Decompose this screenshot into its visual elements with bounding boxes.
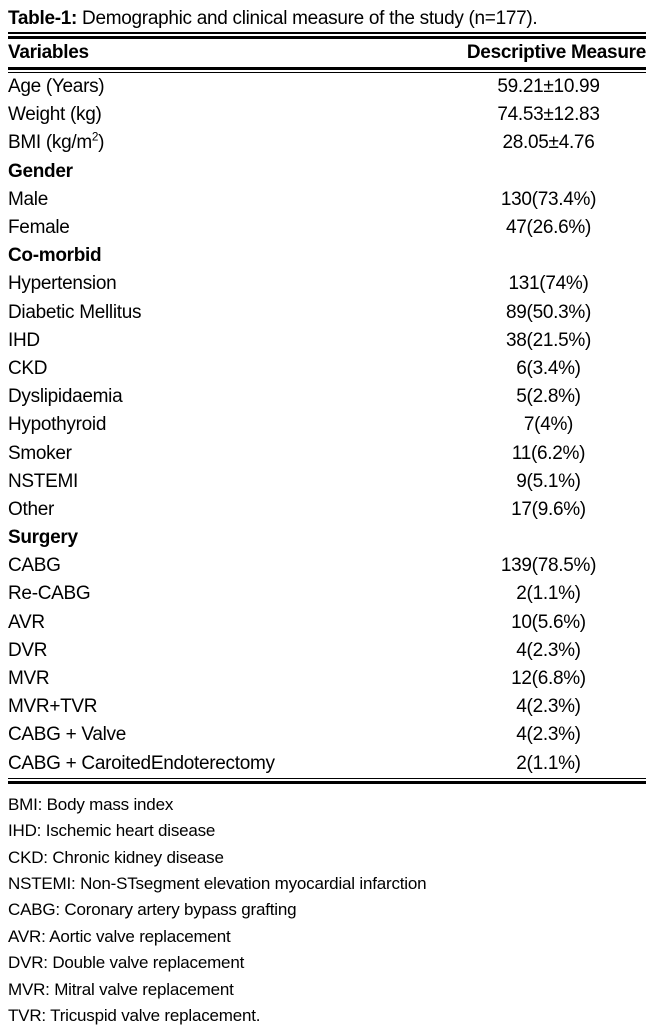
table-row: MVR 12(6.8%) xyxy=(8,665,646,693)
variable-cell: Weight (kg) xyxy=(8,104,102,126)
value-cell: 2(1.1%) xyxy=(516,583,581,605)
value-cell: 74.53±12.83 xyxy=(497,104,600,126)
table-body: Age (Years) 59.21±10.99 Weight (kg) 74.53±1… xyxy=(8,73,646,778)
variable-cell: Hypertension xyxy=(8,273,117,295)
column-header-descriptive-measure: Descriptive Measure xyxy=(466,42,646,63)
table-row: Weight (kg) 74.53±12.83 xyxy=(8,101,646,129)
table-row: NSTEMI 9(5.1%) xyxy=(8,468,646,496)
variable-cell: MVR+TVR xyxy=(8,696,98,718)
table-row: Diabetic Mellitus 89(50.3%) xyxy=(8,299,646,327)
value-cell: 7(4%) xyxy=(523,414,574,436)
footnote-line: TVR: Tricuspid valve replacement. xyxy=(8,1005,261,1025)
section-row: Co-morbid xyxy=(8,242,646,270)
table-row: MVR+TVR 4(2.3%) xyxy=(8,693,646,721)
variable-cell: AVR xyxy=(8,611,45,633)
value-cell: 38(21.5%) xyxy=(506,329,591,351)
table-row: DVR 4(2.3%) xyxy=(8,637,646,665)
table-title-label: Table-1: xyxy=(8,8,78,29)
variable-cell: Gender xyxy=(8,160,73,182)
table-row: Smoker 11(6.2%) xyxy=(8,439,646,467)
bottom-rule xyxy=(8,777,646,784)
table-row: Other 17(9.6%) xyxy=(8,496,646,524)
table-header: Variables Descriptive Measure xyxy=(8,39,646,67)
variable-cell: NSTEMI xyxy=(8,470,78,492)
variable-cell: CABG + Valve xyxy=(8,724,127,746)
table-row: IHD 38(21.5%) xyxy=(8,327,646,355)
top-rule xyxy=(8,32,646,39)
value-cell: 2(1.1%) xyxy=(516,752,581,774)
table-row: Age (Years) 59.21±10.99 xyxy=(8,73,646,101)
variable-cell: IHD xyxy=(8,329,40,351)
value-cell: 6(3.4%) xyxy=(516,357,581,379)
variable-cell: Re-CABG xyxy=(8,583,91,605)
value-cell: 4(2.3%) xyxy=(516,639,581,661)
variable-cell: DVR xyxy=(8,639,48,661)
footnote-line: DVR: Double valve replacement xyxy=(8,953,245,973)
value-cell: 9(5.1%) xyxy=(516,470,581,492)
value-cell: 47(26.6%) xyxy=(506,217,591,239)
value-cell: 139(78.5%) xyxy=(500,555,597,577)
value-cell: 17(9.6%) xyxy=(511,498,586,520)
value-cell: 4(2.3%) xyxy=(516,696,581,718)
footnotes: BMI: Body mass index IHD: Ischemic heart … xyxy=(8,792,646,1030)
table-row: Male 130(73.4%) xyxy=(8,186,646,214)
footnote-line: IHD: Ischemic heart disease xyxy=(8,821,216,841)
value-cell: 4(2.3%) xyxy=(516,724,581,746)
variable-cell: MVR xyxy=(8,668,50,690)
table-row: Dyslipidaemia 5(2.8%) xyxy=(8,383,646,411)
table-row: BMI (kg/m2) 28.05±4.76 xyxy=(8,129,646,157)
footnote-line: AVR: Aortic valve replacement xyxy=(8,926,231,946)
variable-cell: Diabetic Mellitus xyxy=(8,301,142,323)
variable-cell: Surgery xyxy=(8,527,78,549)
table-title-text: Demographic and clinical measure of the … xyxy=(82,8,538,29)
variable-cell: BMI (kg/m2) xyxy=(8,131,105,154)
value-cell: 12(6.8%) xyxy=(511,668,586,690)
value-cell: 5(2.8%) xyxy=(516,386,581,408)
variable-cell: Hypothyroid xyxy=(8,414,107,436)
table-row: CKD 6(3.4%) xyxy=(8,355,646,383)
value-cell: 131(74%) xyxy=(508,273,589,295)
footnote-line: CKD: Chronic kidney disease xyxy=(8,847,224,867)
table-title: Table-1: Demographic and clinical measure… xyxy=(8,6,646,32)
footnote-line: CABG: Coronary artery bypass grafting xyxy=(8,900,297,920)
variable-cell: CKD xyxy=(8,357,48,379)
section-row: Surgery xyxy=(8,524,646,552)
variable-cell: Dyslipidaemia xyxy=(8,386,123,408)
variable-cell: Male xyxy=(8,188,48,210)
variable-cell: Female xyxy=(8,217,70,239)
value-cell: 130(73.4%) xyxy=(500,188,597,210)
value-cell: 89(50.3%) xyxy=(506,301,591,323)
footnote-line: NSTEMI: Non-STsegment elevation myocardi… xyxy=(8,873,427,893)
header-rule xyxy=(8,67,646,73)
variable-cell: CABG xyxy=(8,555,61,577)
variable-cell: Other xyxy=(8,498,55,520)
section-row: Gender xyxy=(8,158,646,186)
variable-cell: Age (Years) xyxy=(8,76,105,98)
footnote-line: MVR: Mitral valve replacement xyxy=(8,979,234,999)
table-row: Hypothyroid 7(4%) xyxy=(8,411,646,439)
table-row: Re-CABG 2(1.1%) xyxy=(8,580,646,608)
value-cell: 10(5.6%) xyxy=(511,611,586,633)
table-row: Female 47(26.6%) xyxy=(8,214,646,242)
variable-cell: Co-morbid xyxy=(8,245,102,267)
value-cell: 28.05±4.76 xyxy=(502,132,595,154)
value-cell: 11(6.2%) xyxy=(511,442,586,464)
value-cell: 59.21±10.99 xyxy=(497,76,600,98)
table-row: CABG + Valve 4(2.3%) xyxy=(8,721,646,749)
variable-cell: Smoker xyxy=(8,442,72,464)
table-row: Hypertension 131(74%) xyxy=(8,270,646,298)
footnote-line: BMI: Body mass index xyxy=(8,794,174,814)
table-row: CABG + CaroitedEndoterectomy 2(1.1%) xyxy=(8,750,646,778)
variable-cell: CABG + CaroitedEndoterectomy xyxy=(8,752,275,774)
column-header-variables: Variables xyxy=(8,42,89,63)
table-row: AVR 10(5.6%) xyxy=(8,609,646,637)
table-row: CABG 139(78.5%) xyxy=(8,552,646,580)
